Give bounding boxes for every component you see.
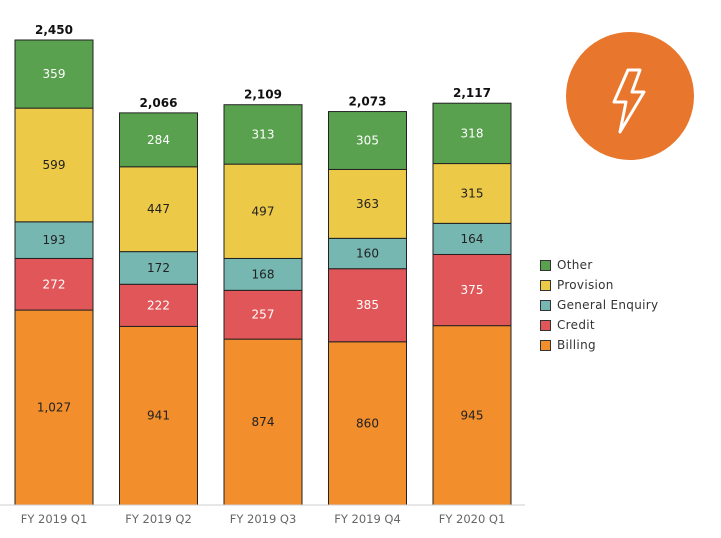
legend-swatch [540,259,551,271]
total-label: 2,073 [349,95,387,109]
bar-segment [119,166,198,253]
x-tick-label: FY 2020 Q1 [439,512,506,526]
segment-label: 168 [252,267,275,281]
segment-label: 860 [356,416,379,430]
segment-label: 363 [356,197,379,211]
segment-label: 385 [356,298,379,312]
segment-label: 160 [356,247,379,261]
legend-label: General Enquiry [557,298,659,312]
bar-segment [119,283,198,327]
bar-segment [119,325,198,506]
segment-label: 945 [461,408,484,422]
lightning-badge [566,32,694,160]
legend-item[interactable]: Billing [540,335,658,355]
segment-label: 257 [252,308,275,322]
legend-item[interactable]: Other [540,255,658,275]
bar-segment [432,222,512,255]
x-tick-label: FY 2019 Q1 [21,512,88,526]
segment-label: 284 [147,133,170,147]
segment-label: 359 [43,67,66,81]
segment-label: 941 [147,409,170,423]
total-label: 2,066 [140,96,178,110]
segment-label: 599 [43,158,66,172]
legend-swatch [540,339,551,351]
segment-label: 193 [43,233,66,247]
legend-label: Provision [557,278,614,292]
segment-label: 272 [43,277,66,291]
segment-label: 313 [252,127,275,141]
bar-segment [328,268,407,343]
x-tick-label: FY 2019 Q3 [230,512,297,526]
legend-swatch [540,279,551,291]
legend-swatch [540,299,551,311]
bar-segment [14,257,94,311]
segment-label: 318 [461,126,484,140]
segment-label: 315 [461,186,484,200]
segment-label: 375 [461,283,484,297]
bar-segment [223,163,303,259]
total-label: 2,109 [244,88,282,102]
lightning-bolt-icon [566,32,694,160]
bar-segment [328,341,407,506]
legend-label: Credit [557,318,595,332]
bar-segment [14,39,94,109]
segment-label: 447 [147,202,170,216]
total-label: 2,117 [453,86,491,100]
bar-segment [119,251,198,285]
bar-segment [328,237,407,270]
bar-segment [223,338,303,506]
bar-segment [223,104,303,165]
segment-label: 874 [252,415,275,429]
x-tick-label: FY 2019 Q4 [334,512,401,526]
legend-swatch [540,319,551,331]
segment-label: 305 [356,133,379,147]
bar-segment [14,309,94,506]
bar-segment [223,257,303,291]
bar-segment [223,289,303,340]
bar-segment [119,112,198,168]
legend-item[interactable]: Provision [540,275,658,295]
bar-segment [328,111,407,170]
chart-legend: Other Provision General Enquiry Credit Billi… [540,255,658,355]
bar-segment [432,102,512,165]
bar-segment [14,221,94,259]
legend-item[interactable]: General Enquiry [540,295,658,315]
bar-segment [328,168,407,239]
total-label: 2,450 [35,23,73,37]
legend-label: Billing [557,338,596,352]
legend-label: Other [557,258,593,272]
segment-label: 1,027 [37,401,71,415]
bar-segment [432,325,512,506]
bar-segment [432,253,512,327]
segment-label: 497 [252,204,275,218]
x-tick-label: FY 2019 Q2 [125,512,192,526]
segment-label: 172 [147,261,170,275]
bar-segment [432,163,512,224]
segment-label: 164 [461,232,484,246]
segment-label: 222 [147,298,170,312]
legend-item[interactable]: Credit [540,315,658,335]
